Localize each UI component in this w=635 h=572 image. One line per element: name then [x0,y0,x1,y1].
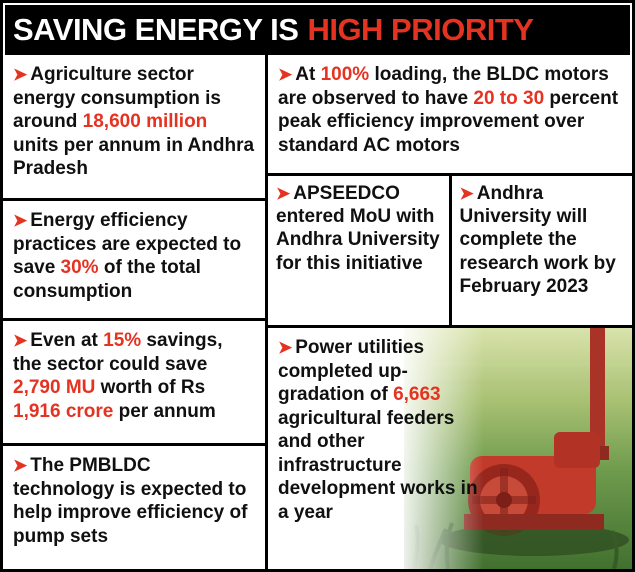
fact-text: At 100% loading, the BLDC motors are obs… [278,64,619,156]
bullet-arrow-icon: ➤ [459,184,474,203]
title-white-text: SAVING ENERGY IS [13,12,299,47]
fact-text: Power utilities completed up-gradation o… [278,337,478,523]
fact-power-utilities-cell: ➤ Power utilities completed up-gradation … [268,328,632,569]
fact-pmbldc-technology: ➤ The PMBLDC technology is expected to he… [3,446,265,569]
bullet-arrow-icon: ➤ [13,456,28,475]
fact-bldc-motors: ➤ At 100% loading, the BLDC motors are ob… [268,55,632,176]
fact-efficiency-savings: ➤ Energy efficiency practices are expecte… [3,201,265,321]
fact-text: Agriculture sector energy consumption is… [13,64,255,180]
fact-agriculture-consumption: ➤ Agriculture sector energy consumption i… [3,55,265,201]
right-column: ➤ At 100% loading, the BLDC motors are ob… [268,55,632,569]
fact-apseedco-mou: ➤ APSEEDCO entered MoU with Andhra Univer… [268,176,452,325]
bullet-arrow-icon: ➤ [13,65,28,84]
bullet-arrow-icon: ➤ [278,338,293,357]
bullet-arrow-icon: ➤ [276,184,291,203]
fact-text: Even at 15% savings, the sector could sa… [13,330,223,422]
facts-grid: ➤ Agriculture sector energy consumption i… [3,55,632,569]
fact-text: The PMBLDC technology is expected to hel… [13,455,248,547]
fact-text: APSEEDCO entered MoU with Andhra Univers… [276,183,440,274]
bullet-arrow-icon: ➤ [13,331,28,350]
bullet-arrow-icon: ➤ [13,211,28,230]
bullet-arrow-icon: ➤ [278,65,293,84]
fact-text: Energy efficiency practices are expected… [13,210,242,302]
pump-set-photo [404,328,632,569]
poster-title: SAVING ENERGY IS HIGH PRIORITY [5,5,630,55]
fact-text: Andhra University will complete the rese… [459,183,616,297]
fact-andhra-university-research: ➤ Andhra University will complete the res… [452,176,633,325]
fact-power-utilities: ➤ Power utilities completed up-gradation … [268,328,490,530]
mou-row: ➤ APSEEDCO entered MoU with Andhra Univer… [268,176,632,328]
title-red-text: HIGH PRIORITY [307,12,534,47]
left-column: ➤ Agriculture sector energy consumption i… [3,55,268,569]
fact-fifteen-percent-savings: ➤ Even at 15% savings, the sector could s… [3,321,265,446]
